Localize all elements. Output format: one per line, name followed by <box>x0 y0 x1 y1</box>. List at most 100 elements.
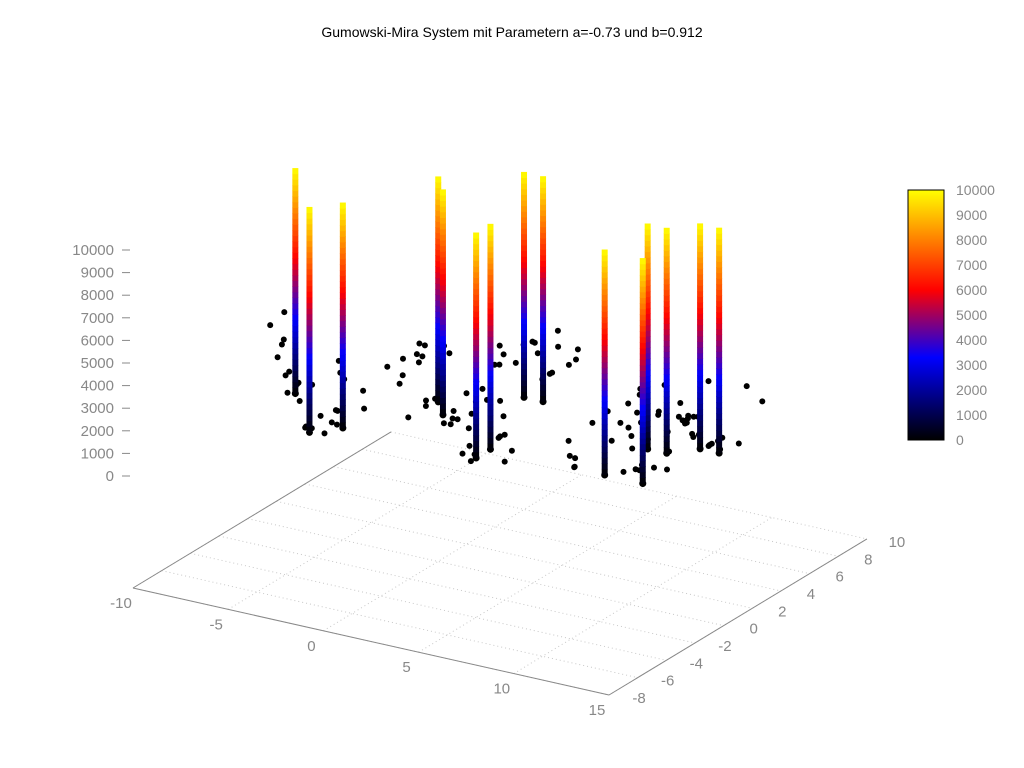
grid-line-x <box>227 452 487 610</box>
data-point <box>423 397 429 404</box>
data-point <box>531 339 538 346</box>
data-point <box>440 420 447 427</box>
data-point <box>683 419 690 426</box>
data-point <box>321 430 328 437</box>
data-point <box>708 440 715 447</box>
data-point <box>405 414 412 421</box>
grid-line-y <box>190 552 667 661</box>
colorbar-tick-label: 1000 <box>956 407 987 423</box>
data-point <box>468 410 475 417</box>
grid-line-y <box>362 448 839 557</box>
data-point <box>497 433 504 440</box>
data-point <box>534 350 541 357</box>
data-point <box>566 452 573 459</box>
data-point <box>332 407 339 414</box>
data-point <box>317 412 324 419</box>
data-point <box>705 378 712 385</box>
colorbar-tick-label: 9000 <box>956 207 987 223</box>
z-axis-ticks: 0 1000 2000 3000 4000 5000 6000 7000 8000 9000 100… <box>72 242 130 485</box>
data-point <box>422 403 429 409</box>
data-point <box>608 437 615 444</box>
data-spikes <box>292 168 723 484</box>
z-tick-label: 5000 <box>81 355 114 372</box>
z-tick-label: 4000 <box>81 378 114 395</box>
data-point <box>413 351 420 358</box>
data-point <box>278 341 285 348</box>
grid-line-y <box>304 483 782 592</box>
axis-line <box>608 538 868 696</box>
y-tick-label: -8 <box>632 690 645 707</box>
grid-line-y <box>390 431 868 540</box>
y-tick-label: -2 <box>718 638 731 655</box>
data-point <box>675 413 682 420</box>
data-point <box>284 389 291 396</box>
data-point <box>399 372 406 379</box>
y-tick-label: 0 <box>749 621 757 638</box>
y-tick-label: 2 <box>778 603 786 620</box>
data-point <box>501 431 508 438</box>
data-point <box>282 372 289 379</box>
z-tick-label: 2000 <box>81 423 114 440</box>
colorbar-tick-label: 2000 <box>956 382 987 398</box>
data-point <box>415 359 422 366</box>
grid-line-y <box>333 466 810 575</box>
data-point <box>454 416 461 423</box>
colorbar-tick-label: 4000 <box>956 332 987 348</box>
data-point <box>628 433 635 439</box>
x-tick-label: -5 <box>210 616 223 633</box>
x-tick-label: 0 <box>307 638 315 655</box>
data-point <box>421 342 428 349</box>
data-point <box>573 356 579 363</box>
data-point <box>549 369 556 376</box>
data-point <box>459 450 466 457</box>
y-tick-label: -4 <box>690 655 703 672</box>
data-point <box>447 421 454 428</box>
data-point <box>625 424 632 431</box>
data-point <box>655 408 662 415</box>
data-point <box>416 340 423 347</box>
data-point <box>690 434 697 440</box>
grid-line-y <box>161 570 638 679</box>
z-tick-label: 3000 <box>81 400 114 417</box>
data-point <box>574 346 581 353</box>
data-point <box>735 440 742 447</box>
y-tick-label: 4 <box>807 586 815 603</box>
x-axis-ticks: -10 -5 0 5 10 15 <box>110 595 605 719</box>
data-point <box>508 447 515 454</box>
data-point <box>555 343 562 350</box>
data-point <box>496 342 503 349</box>
colorbar-tick-label: 7000 <box>956 257 987 273</box>
data-point <box>496 361 503 368</box>
y-tick-label: 8 <box>864 551 872 568</box>
z-tick-label: 1000 <box>81 445 114 462</box>
x-tick-label: -10 <box>110 595 132 612</box>
data-point <box>690 413 697 420</box>
y-tick-label: 6 <box>835 569 843 586</box>
data-point <box>759 398 766 405</box>
data-point <box>446 350 453 357</box>
grid-line-y <box>247 518 724 627</box>
data-point <box>500 351 507 358</box>
data-point <box>465 425 472 432</box>
data-point <box>419 353 426 360</box>
data-point <box>677 400 684 406</box>
grid-line-y <box>218 535 696 644</box>
data-point <box>449 415 456 422</box>
data-point <box>281 309 288 316</box>
z-tick-label: 9000 <box>81 265 114 282</box>
data-point <box>554 327 561 334</box>
data-point <box>651 464 657 471</box>
data-point <box>400 355 406 362</box>
data-point <box>361 405 368 412</box>
z-tick-label: 8000 <box>81 287 114 304</box>
y-axis-ticks: -8 -6 -4 -2 0 2 4 6 8 10 <box>632 534 905 707</box>
x-tick-label: 10 <box>493 681 510 698</box>
data-point <box>572 455 579 462</box>
z-tick-label: 10000 <box>72 242 114 259</box>
grid-line-y <box>276 500 753 609</box>
data-point <box>501 458 508 465</box>
data-point <box>685 412 692 419</box>
data-point <box>328 419 335 426</box>
z-tick-label: 0 <box>106 468 114 485</box>
